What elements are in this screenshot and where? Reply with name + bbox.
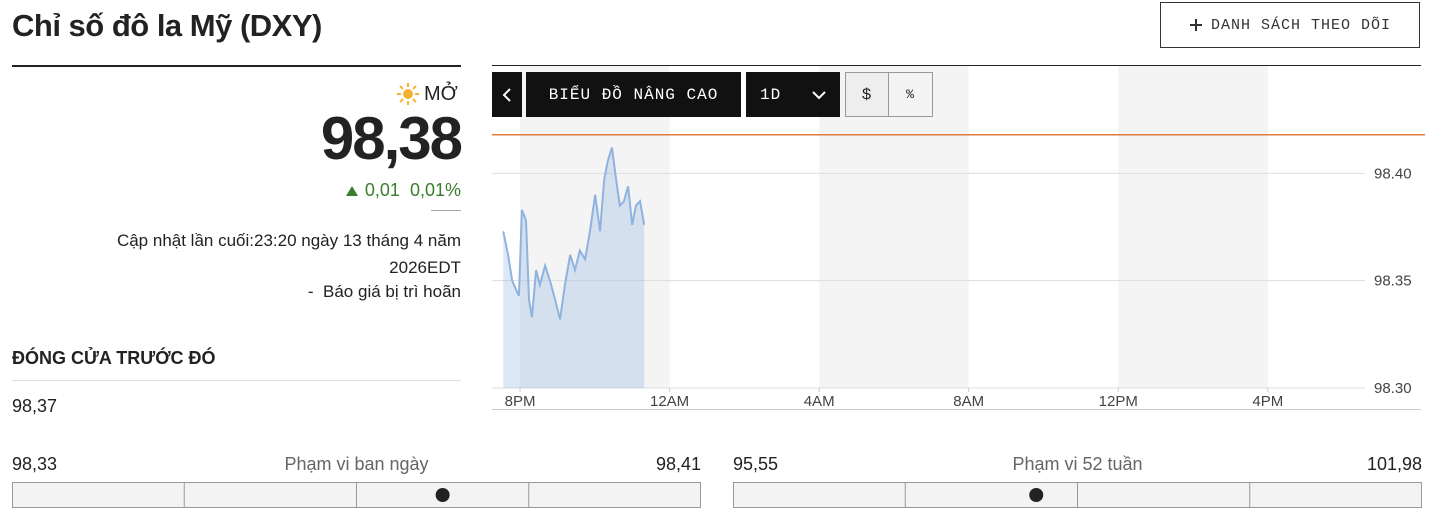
divider: [12, 65, 461, 67]
divider: [12, 380, 461, 381]
updated-time: Cập nhật lần cuối:23:20 ngày 13 tháng 4 …: [116, 231, 461, 277]
y-tick-label: 98.30: [1374, 380, 1412, 397]
plus-icon: [1189, 19, 1202, 31]
price: 98,38: [320, 105, 463, 172]
x-tick-label: 12AM: [650, 393, 689, 410]
change-value: 0,01: [364, 180, 400, 200]
chevron-down: [812, 90, 826, 99]
dollar-toggle[interactable]: $: [845, 72, 889, 117]
sun-icon: [397, 83, 419, 105]
watchlist-label: DANH SÁCH THEO DÕI: [1210, 16, 1392, 34]
range-high: 101,98: [1366, 454, 1422, 474]
market-status: MỞ: [396, 82, 458, 106]
previous-close-value: 98,37: [12, 396, 58, 416]
collapse-button[interactable]: [492, 72, 522, 117]
area: [503, 147, 645, 388]
range-label: Phạm vi ban ngày: [284, 454, 429, 474]
previous-close-label: ĐÓNG CỬA TRƯỚC ĐÓ: [12, 348, 216, 368]
range-high: 98,41: [655, 454, 701, 474]
line: [502, 147, 646, 320]
interval-label: 1D: [760, 85, 782, 104]
delayed-note: - Báo giá bị trì hoãn: [307, 282, 461, 301]
range-marker: [435, 488, 450, 502]
status-text: MỞ: [424, 82, 458, 105]
x-tick-label: 4AM: [804, 393, 835, 410]
watchlist-button[interactable]: DANH SÁCH THEO DÕI: [1160, 2, 1420, 48]
session-band: [1118, 66, 1268, 388]
change-percent: 0,01%: [409, 180, 461, 200]
x-tick-label: 8AM: [953, 393, 984, 410]
range-marker: [1029, 488, 1044, 502]
x-tick-label: 12PM: [1099, 393, 1138, 410]
range-low: 95,55: [733, 454, 779, 474]
change: 0,01 0,01%: [345, 180, 461, 201]
y-tick-label: 98.40: [1374, 165, 1412, 182]
chart: 98.30 98.35 98.40 8PM 12AM 4AM 8AM 12PM 4PM: [492, 66, 1425, 410]
range-low: 98,33: [12, 454, 58, 474]
percent-toggle[interactable]: %: [888, 72, 933, 117]
divider: [431, 210, 461, 211]
page-title: Chỉ số đô la Mỹ (DXY): [12, 8, 322, 43]
interval-select[interactable]: 1D: [746, 72, 840, 117]
range-label: Phạm vi 52 tuần: [1012, 454, 1143, 474]
divider: [492, 65, 1421, 66]
x-tick-label: 8PM: [505, 393, 536, 410]
chevron-left: [502, 87, 511, 102]
x-tick-label: 4PM: [1252, 393, 1283, 410]
advanced-chart-button[interactable]: BIỂU ĐỒ NÂNG CAO: [526, 72, 741, 117]
range-bar: [12, 482, 701, 508]
up-arrow: [345, 185, 358, 196]
range-bar: [733, 482, 1422, 508]
y-tick-label: 98.35: [1374, 273, 1412, 290]
divider: [492, 409, 1421, 410]
